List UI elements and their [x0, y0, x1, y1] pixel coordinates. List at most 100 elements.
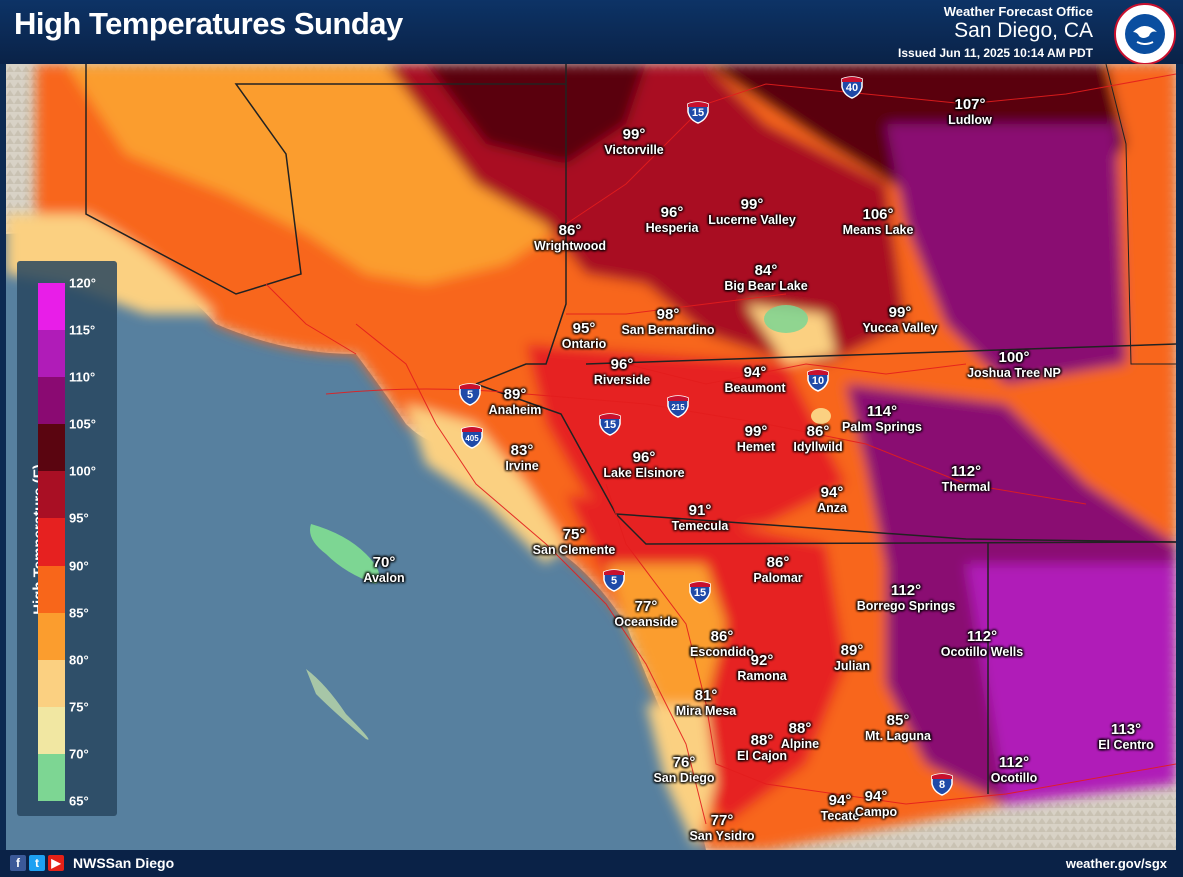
city-name: Wrightwood	[534, 239, 606, 253]
city-temp: 99°	[744, 423, 768, 440]
city-temp: 83°	[510, 442, 534, 459]
city-temp: 88°	[788, 720, 812, 737]
legend-swatch	[38, 283, 65, 331]
footer-bar: f t ▶ NWSSan Diego weather.gov/sgx	[0, 850, 1183, 877]
shield-number: 15	[693, 587, 707, 599]
city-name: Oceanside	[614, 615, 678, 629]
city-label: 88° El Cajon	[737, 732, 787, 763]
shield-number: 8	[938, 779, 946, 791]
office-line1: Weather Forecast Office	[943, 4, 1093, 19]
city-name: Anaheim	[488, 403, 542, 417]
legend-swatch	[38, 659, 65, 707]
city-name: Victorville	[604, 143, 664, 157]
facebook-icon[interactable]: f	[10, 855, 26, 871]
city-label: 106° Means Lake	[843, 206, 914, 237]
shield-number: 15	[691, 107, 705, 119]
city-name: Anza	[817, 501, 847, 515]
city-label: 77° Oceanside	[614, 598, 677, 629]
city-label: 112° Borrego Springs	[857, 582, 956, 613]
city-temp: 106°	[862, 206, 894, 223]
city-temp: 86°	[766, 554, 790, 571]
city-label: 83° Irvine	[505, 442, 538, 473]
interstate-shield-icon: 15	[686, 100, 710, 124]
city-label: 114° Palm Springs	[842, 403, 922, 434]
interstate-shield-icon: 5	[458, 382, 482, 406]
city-label: 96° Lake Elsinore	[603, 449, 684, 480]
city-name: Julian	[833, 659, 871, 673]
city-label: 70° Avalon	[363, 554, 404, 585]
city-name: Temecula	[671, 519, 729, 533]
city-temp: 114°	[866, 403, 898, 420]
legend-label: 75°	[69, 699, 89, 715]
city-label: 91° Temecula	[672, 502, 729, 533]
city-temp: 112°	[998, 754, 1030, 771]
city-name: San Clemente	[532, 543, 616, 557]
city-label: 95° Ontario	[562, 320, 606, 351]
city-label: 86° Idyllwild	[793, 423, 842, 454]
city-temp: 107°	[954, 96, 986, 113]
city-label: 77° San Ysidro	[689, 812, 754, 843]
twitter-icon[interactable]: t	[29, 855, 45, 871]
city-temp: 112°	[950, 463, 982, 480]
city-temp: 70°	[372, 554, 396, 571]
interstate-shield-icon: 10	[806, 368, 830, 392]
city-label: 81° Mira Mesa	[676, 687, 736, 718]
city-temp: 89°	[503, 386, 527, 403]
city-temp: 99°	[622, 126, 646, 143]
city-temp: 96°	[632, 449, 656, 466]
city-label: 98° San Bernardino	[621, 306, 714, 337]
city-label: 94° Beaumont	[724, 364, 785, 395]
city-name: Tecate	[820, 809, 860, 823]
interstate-shield-icon: 15	[598, 412, 622, 436]
legend-swatch	[38, 565, 65, 613]
city-label: 96° Riverside	[594, 356, 650, 387]
website-link[interactable]: weather.gov/sgx	[1065, 856, 1167, 871]
legend-label: 115°	[69, 322, 96, 338]
city-label: 86° Palomar	[753, 554, 802, 585]
city-label: 112° Ocotillo Wells	[941, 628, 1023, 659]
city-name: Campo	[854, 805, 898, 819]
city-label: 89° Anaheim	[489, 386, 542, 417]
city-name: San Bernardino	[621, 323, 715, 337]
youtube-icon[interactable]: ▶	[48, 855, 64, 871]
city-label: 99° Yucca Valley	[862, 304, 937, 335]
city-temp: 99°	[740, 196, 764, 213]
interstate-shield-icon: 40	[840, 75, 864, 99]
legend-label: 80°	[69, 652, 89, 668]
legend-label: 110°	[69, 369, 96, 385]
city-label: 94° Campo	[855, 788, 897, 819]
city-name: Avalon	[363, 571, 405, 585]
city-temp: 77°	[634, 598, 658, 615]
map-title: High Temperatures Sunday	[14, 6, 403, 41]
city-label: 113° El Centro	[1098, 721, 1154, 752]
legend-swatch	[38, 518, 65, 566]
city-name: Lake Elsinore	[603, 466, 685, 480]
city-name: Lucerne Valley	[708, 213, 796, 227]
office-line2: San Diego, CA	[954, 19, 1093, 42]
social-links: f t ▶	[10, 855, 64, 871]
legend-label: 90°	[69, 558, 89, 574]
city-name: Ontario	[561, 337, 607, 351]
shield-number: 5	[466, 389, 474, 401]
city-name: Palomar	[753, 571, 803, 585]
city-label: 112° Ocotillo	[991, 754, 1038, 785]
legend-swatch	[38, 330, 65, 378]
city-name: Irvine	[505, 459, 539, 473]
city-label: 107° Ludlow	[948, 96, 992, 127]
city-name: Hemet	[736, 440, 776, 454]
legend-swatch	[38, 377, 65, 425]
interstate-shield-icon: 5	[602, 568, 626, 592]
city-temp: 81°	[694, 687, 718, 704]
city-temp: 113°	[1110, 721, 1142, 738]
city-label: 100° Joshua Tree NP	[967, 349, 1061, 380]
legend-label: 105°	[69, 416, 96, 432]
city-temp: 86°	[710, 628, 734, 645]
shield-number: 15	[603, 419, 617, 431]
header-bar: High Temperatures Sunday Weather Forecas…	[0, 0, 1183, 65]
city-label: 99° Lucerne Valley	[708, 196, 796, 227]
city-temp: 112°	[966, 628, 998, 645]
city-label: 96° Hesperia	[646, 204, 699, 235]
city-temp: 86°	[806, 423, 830, 440]
map-background	[6, 64, 1176, 850]
city-label: 94° Anza	[817, 484, 847, 515]
